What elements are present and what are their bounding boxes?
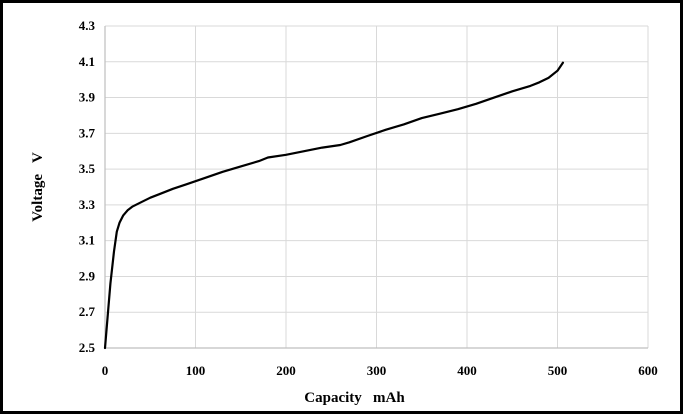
- y-tick-label: 3.3: [79, 197, 96, 212]
- x-tick-label: 100: [186, 363, 206, 378]
- tick-labels: 2.5 2.7 2.9 3.1 3.3 3.5 3.7 3.9 4.1 4.3 0 100 200 300…: [79, 18, 658, 378]
- x-tick-label: 200: [276, 363, 296, 378]
- y-tick-label: 3.9: [79, 90, 96, 105]
- y-tick-label: 4.1: [79, 54, 95, 69]
- x-tick-label: 0: [102, 363, 109, 378]
- y-tick-label: 3.5: [79, 161, 96, 176]
- y-tick-label: 4.3: [79, 18, 96, 33]
- series-line: [103, 61, 564, 350]
- x-axis-title: Capacity mAh: [304, 390, 405, 406]
- x-tick-label: 300: [367, 363, 387, 378]
- y-tick-label: 3.1: [79, 233, 95, 248]
- x-tick-label: 400: [457, 363, 477, 378]
- y-tick-label: 2.5: [79, 340, 96, 355]
- y-tick-label: 3.7: [79, 125, 96, 140]
- y-axis-title: Voltage V: [30, 152, 46, 222]
- y-tick-label: 2.9: [79, 268, 96, 283]
- x-tick-label: 600: [638, 363, 658, 378]
- y-tick-label: 2.7: [79, 304, 96, 319]
- series-layer: [103, 61, 564, 350]
- x-tick-label: 500: [548, 363, 568, 378]
- axes: [104, 26, 648, 349]
